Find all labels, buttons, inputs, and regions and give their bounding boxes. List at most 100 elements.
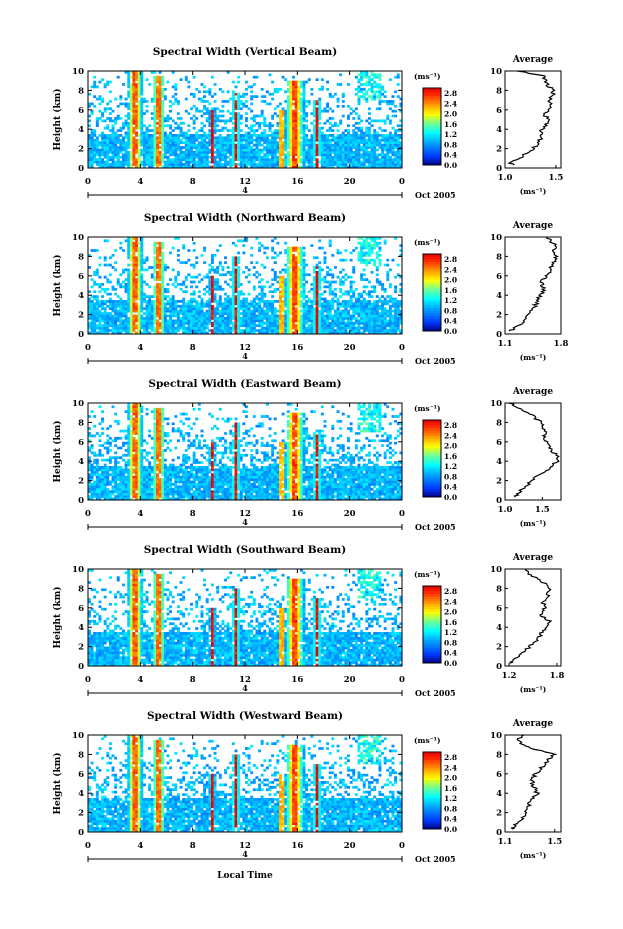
heatmap-cell <box>221 90 225 94</box>
heatmap-cell <box>388 155 392 159</box>
heatmap-cell <box>399 109 403 113</box>
heatmap-cell <box>184 275 188 279</box>
heatmap-cell <box>289 131 293 135</box>
heatmap-cell <box>281 321 285 325</box>
heatmap-cell <box>260 287 264 291</box>
heatmap-cell <box>203 134 207 137</box>
heatmap-cell <box>284 249 288 252</box>
heatmap-cell <box>140 266 144 269</box>
colorbar-swatch <box>423 154 441 158</box>
heatmap-cell <box>242 151 246 154</box>
heatmap-cell <box>297 295 301 298</box>
heatmap-cell <box>184 312 188 315</box>
heatmap-cell <box>137 285 141 289</box>
heatmap-cell <box>101 100 104 103</box>
heatmap-cell <box>156 151 159 154</box>
heatmap-cell <box>114 155 118 159</box>
heatmap-cell <box>276 300 280 303</box>
heatmap-cell <box>208 87 212 91</box>
heatmap-cell <box>218 155 222 159</box>
heatmap-cell <box>347 304 350 308</box>
heatmap-cell <box>315 287 319 291</box>
heatmap-cell <box>140 160 144 164</box>
heatmap-cell <box>158 244 162 247</box>
heatmap-cell <box>239 160 243 164</box>
heatmap-cell <box>320 160 324 164</box>
heatmap-cell <box>260 165 264 169</box>
heatmap-cell <box>323 138 327 142</box>
heatmap-cell <box>119 285 123 289</box>
heatmap-cell <box>339 270 343 274</box>
heatmap-cell <box>108 158 112 162</box>
heatmap-cell <box>140 295 144 298</box>
heatmap-cell <box>268 141 272 145</box>
heatmap-cell <box>255 75 259 79</box>
heatmap-cell <box>163 302 167 306</box>
heatmap-cell <box>171 304 175 308</box>
heatmap-cell <box>328 107 332 111</box>
heatmap-cell <box>245 158 248 162</box>
heatmap-cell <box>318 278 322 281</box>
heatmap-cell <box>169 134 173 137</box>
heatmap-cell <box>129 258 133 262</box>
heatmap-cell <box>197 280 201 284</box>
heatmap-cell <box>357 153 361 157</box>
heatmap-cell <box>344 163 348 166</box>
heatmap-cell <box>163 160 167 164</box>
heatmap-cell <box>315 280 319 284</box>
heatmap-cell <box>289 136 293 140</box>
heatmap-cell <box>187 165 191 169</box>
heatmap-cell <box>161 283 165 286</box>
heatmap-cell <box>132 73 136 77</box>
heatmap-cell <box>286 283 290 286</box>
heatmap-cell <box>367 158 371 162</box>
heatmap-cell <box>137 117 141 120</box>
heatmap-cell <box>195 155 199 159</box>
heatmap-cell <box>221 153 225 157</box>
heatmap-cell <box>156 75 159 79</box>
heatmap-cell <box>210 268 214 272</box>
heatmap-cell <box>88 302 91 306</box>
heatmap-cell <box>250 253 254 257</box>
heatmap-cell <box>176 141 180 145</box>
heatmap-cell <box>153 112 157 115</box>
heatmap-cell <box>98 160 102 164</box>
heatmap-cell <box>192 126 196 130</box>
heatmap-cell <box>210 129 214 132</box>
heatmap-cell <box>197 326 201 330</box>
heatmap-cell <box>307 141 311 145</box>
heatmap-cell <box>276 136 280 140</box>
heatmap-cell <box>200 148 204 152</box>
heatmap-cell <box>161 319 165 323</box>
heatmap-cell <box>111 146 115 149</box>
heatmap-cell <box>323 109 327 113</box>
heatmap-cell <box>135 146 139 149</box>
heatmap-cell <box>297 151 301 154</box>
heatmap-cell <box>279 283 282 286</box>
heatmap-cell <box>333 148 337 152</box>
heatmap-cell <box>247 292 251 296</box>
heatmap-cell <box>101 143 104 147</box>
heatmap-cell <box>255 151 259 154</box>
heatmap-cell <box>158 331 162 335</box>
heatmap-cell <box>302 136 306 140</box>
heatmap-cell <box>347 314 350 318</box>
heatmap-cell <box>200 165 204 169</box>
heatmap-cell <box>297 249 301 252</box>
heatmap-cell <box>166 146 170 149</box>
heatmap-cell <box>124 287 128 291</box>
heatmap-cell <box>132 283 136 286</box>
heatmap-cell <box>156 141 159 145</box>
heatmap-cell <box>103 321 107 325</box>
heatmap-cell <box>156 309 159 313</box>
heatmap-cell <box>234 138 238 142</box>
heatmap-cell <box>370 73 374 77</box>
heatmap-cell <box>268 92 272 96</box>
heatmap-cell <box>339 148 343 152</box>
heatmap-cell <box>294 278 298 281</box>
heatmap-cell <box>231 266 235 269</box>
heatmap-cell <box>265 158 269 162</box>
heatmap-cell <box>190 107 193 111</box>
heatmap-cell <box>347 155 350 159</box>
heatmap-cell <box>129 119 133 123</box>
